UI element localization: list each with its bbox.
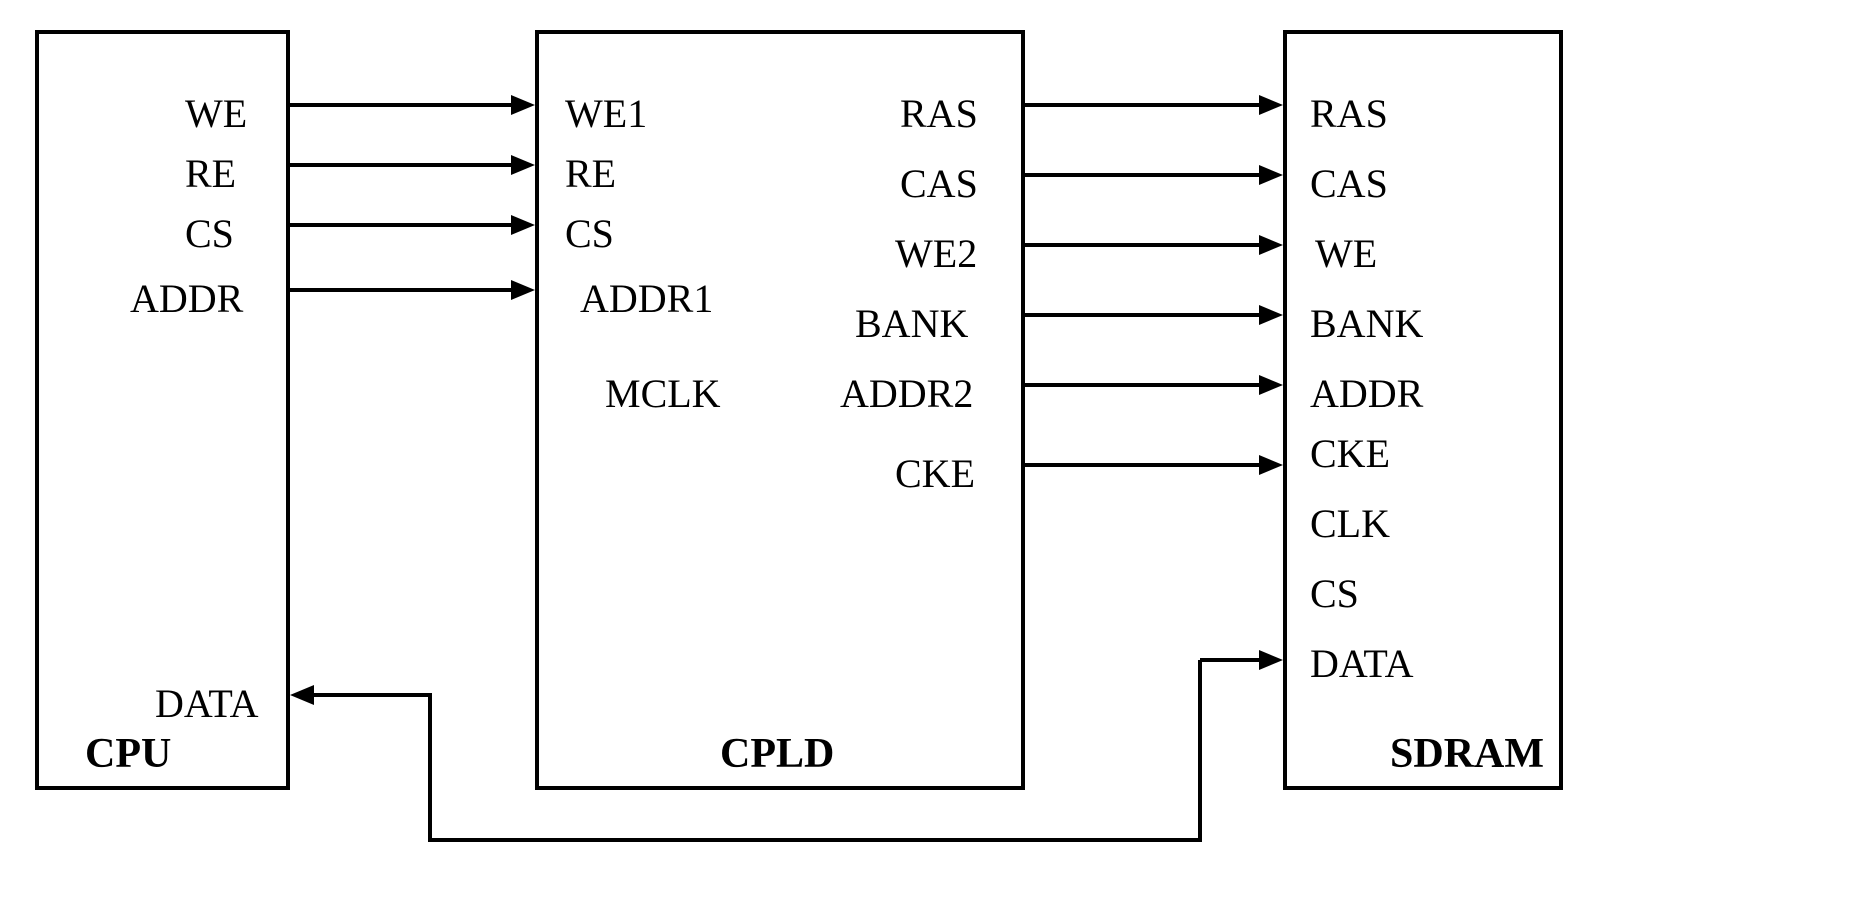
sdram-pin-addr: ADDR <box>1310 370 1423 417</box>
arrow-cpld-sdram-we2-head <box>1259 235 1283 255</box>
data-bus-left-head <box>290 685 314 705</box>
arrow-cpld-sdram-we2-line <box>1025 243 1259 247</box>
cpld-pin-addr1: ADDR1 <box>580 275 713 322</box>
arrow-cpld-sdram-ras-line <box>1025 103 1259 107</box>
data-bus-bottom <box>430 838 1202 842</box>
arrow-cpld-sdram-bank-line <box>1025 313 1259 317</box>
arrow-cpld-sdram-cke-line <box>1025 463 1259 467</box>
arrow-cpu-cpld-cs-head <box>511 215 535 235</box>
cpld-pin-re: RE <box>565 150 616 197</box>
arrow-cpu-cpld-addr-head <box>511 280 535 300</box>
arrow-cpld-sdram-cke-head <box>1259 455 1283 475</box>
data-bus-vleft <box>428 693 432 842</box>
cpu-title: CPU <box>85 730 171 778</box>
arrow-cpld-sdram-cas-line <box>1025 173 1259 177</box>
data-bus-right-line <box>1200 658 1259 662</box>
sdram-pin-cas: CAS <box>1310 160 1388 207</box>
arrow-cpu-cpld-cs-line <box>290 223 511 227</box>
sdram-pin-clk: CLK <box>1310 500 1390 547</box>
cpld-pin-cs: CS <box>565 210 614 257</box>
cpu-pin-re: RE <box>185 150 236 197</box>
sdram-pin-ras: RAS <box>1310 90 1388 137</box>
cpu-pin-addr: ADDR <box>130 275 243 322</box>
cpld-pin-we1: WE1 <box>565 90 647 137</box>
cpld-pin-we2: WE2 <box>895 230 977 277</box>
arrow-cpld-sdram-addr2-line <box>1025 383 1259 387</box>
cpld-pin-cke: CKE <box>895 450 975 497</box>
arrow-cpu-cpld-we-line <box>290 103 511 107</box>
arrow-cpu-cpld-re-head <box>511 155 535 175</box>
arrow-cpld-sdram-ras-head <box>1259 95 1283 115</box>
cpu-block <box>35 30 290 790</box>
arrow-cpld-sdram-bank-head <box>1259 305 1283 325</box>
arrow-cpu-cpld-addr-line <box>290 288 511 292</box>
cpu-pin-we: WE <box>185 90 247 137</box>
cpld-pin-mclk: MCLK <box>605 370 721 417</box>
sdram-pin-bank: BANK <box>1310 300 1423 347</box>
cpu-pin-cs: CS <box>185 210 234 257</box>
arrow-cpld-sdram-addr2-head <box>1259 375 1283 395</box>
sdram-pin-cke: CKE <box>1310 430 1390 477</box>
cpld-pin-cas: CAS <box>900 160 978 207</box>
data-bus-left-line <box>314 693 430 697</box>
arrow-cpld-sdram-cas-head <box>1259 165 1283 185</box>
sdram-pin-we: WE <box>1315 230 1377 277</box>
cpld-pin-addr2: ADDR2 <box>840 370 973 417</box>
sdram-title: SDRAM <box>1390 730 1544 778</box>
cpld-title: CPLD <box>720 730 834 778</box>
arrow-cpu-cpld-re-line <box>290 163 511 167</box>
cpld-pin-bank: BANK <box>855 300 968 347</box>
data-bus-vright <box>1198 660 1202 842</box>
diagram-canvas: CPU WE RE CS ADDR DATA CPLD RAS CAS WE2 BANK ADDR2 C… <box>0 0 1857 899</box>
cpu-pin-data: DATA <box>155 680 258 727</box>
sdram-pin-cs: CS <box>1310 570 1359 617</box>
arrow-cpu-cpld-we-head <box>511 95 535 115</box>
cpld-pin-ras: RAS <box>900 90 978 137</box>
sdram-pin-data: DATA <box>1310 640 1413 687</box>
data-bus-right-head <box>1259 650 1283 670</box>
